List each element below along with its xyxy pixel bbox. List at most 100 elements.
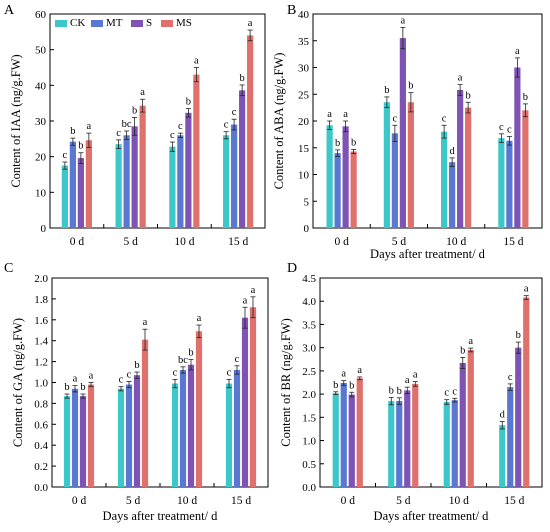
- x-tick-label-d: 10 d: [449, 495, 469, 507]
- significance-letter-a: a: [87, 121, 92, 132]
- x-tick-label-b: 15 d: [503, 236, 523, 248]
- panel-label-a: A: [4, 3, 15, 18]
- significance-letter-a: b: [78, 141, 83, 152]
- x-tick-label-c: 5 d: [126, 495, 141, 507]
- significance-letter-b: b: [384, 85, 389, 96]
- bar-a-mt: [123, 135, 130, 228]
- significance-letter-d: c: [444, 388, 449, 399]
- panel-label-c: C: [4, 261, 13, 276]
- x-tick-label-a: 15 d: [228, 236, 248, 248]
- panel-label-b: B: [287, 3, 296, 18]
- significance-letter-c: c: [119, 375, 124, 386]
- y-tick-label-a: 20: [35, 152, 47, 164]
- x-axis-title-c: Days after treatment/ d: [103, 509, 219, 523]
- bar-b-ck: [383, 102, 390, 228]
- bar-a-ms: [85, 140, 92, 228]
- bar-d-ck: [388, 401, 395, 487]
- bar-d-mt: [507, 387, 514, 487]
- significance-letter-d: a: [341, 369, 346, 380]
- y-tick-label-c: 1.6: [34, 315, 48, 327]
- legend-swatch-s: [131, 20, 143, 27]
- significance-letter-c: b: [134, 360, 139, 371]
- legend-swatch-ck: [55, 20, 67, 27]
- significance-letter-a: c: [224, 120, 229, 131]
- y-tick-label-a: 60: [35, 9, 47, 21]
- y-tick-label-d: 2.0: [302, 389, 316, 401]
- significance-letter-b: b: [335, 138, 340, 149]
- bar-a-s: [77, 158, 84, 228]
- y-tick-label-c: 2.0: [34, 273, 48, 285]
- significance-letter-a: a: [248, 18, 253, 29]
- y-tick-label-c: 0.8: [34, 398, 48, 410]
- x-tick-label-d: 0 d: [341, 495, 356, 507]
- x-tick-label-d: 5 d: [396, 495, 411, 507]
- significance-letter-d: a: [413, 370, 418, 381]
- x-tick-label-c: 10 d: [177, 495, 197, 507]
- y-tick-label-d: 1.5: [302, 412, 316, 424]
- significance-letter-d: a: [357, 365, 362, 376]
- bar-a-s: [239, 90, 246, 229]
- significance-letter-b: c: [393, 113, 398, 124]
- y-axis-title-b: Content of ABA (ng/g.FW): [272, 53, 286, 190]
- y-tick-label-a: 0: [41, 223, 47, 235]
- y-tick-label-b: 25: [298, 89, 310, 101]
- y-tick-label-b: 5: [304, 196, 310, 208]
- y-tick-label-b: 30: [298, 63, 310, 75]
- significance-letter-c: a: [73, 374, 78, 385]
- significance-letter-d: b: [349, 380, 354, 391]
- bar-c-ck: [225, 383, 233, 487]
- significance-letter-d: b: [516, 330, 521, 341]
- bar-d-ck: [332, 393, 339, 487]
- bar-d-mt: [396, 401, 403, 487]
- legend-label-s: S: [146, 17, 152, 29]
- y-tick-label-c: 0.4: [34, 440, 48, 452]
- bar-d-s: [348, 394, 355, 487]
- bar-b-mt: [449, 162, 456, 228]
- bar-b-ms: [465, 107, 472, 228]
- significance-letter-a: b: [240, 73, 245, 84]
- bar-d-ck: [499, 425, 506, 487]
- significance-letter-c: c: [227, 367, 232, 378]
- bar-b-ms: [522, 110, 529, 228]
- significance-letter-d: d: [500, 410, 506, 421]
- y-tick-label-d: 4.5: [302, 273, 316, 285]
- significance-letter-b: a: [458, 73, 463, 84]
- significance-letter-a: bc: [122, 119, 132, 130]
- x-tick-label-d: 15 d: [504, 495, 524, 507]
- x-axis-title-d: Days after treatment/ d: [374, 509, 490, 523]
- y-tick-label-a: 10: [35, 187, 47, 199]
- bar-b-s: [457, 89, 464, 228]
- bar-d-mt: [451, 400, 458, 487]
- significance-letter-a: c: [116, 128, 121, 139]
- y-tick-label-a: 40: [35, 80, 47, 92]
- bar-b-mt: [391, 133, 398, 228]
- significance-letter-d: b: [389, 385, 394, 396]
- significance-letter-a: a: [194, 56, 199, 67]
- bar-a-mt: [177, 135, 184, 228]
- bar-d-s: [459, 362, 466, 487]
- x-tick-label-a: 0 d: [70, 236, 85, 248]
- bar-c-s: [187, 364, 195, 487]
- legend-swatch-ms: [161, 20, 173, 27]
- significance-letter-d: a: [405, 375, 410, 386]
- bar-c-ms: [195, 331, 203, 487]
- significance-letter-b: a: [515, 46, 520, 57]
- y-tick-label-c: 0.2: [34, 461, 48, 473]
- significance-letter-b: b: [408, 81, 413, 92]
- bar-a-ms: [247, 35, 254, 229]
- bar-c-mt: [179, 369, 187, 487]
- bar-c-ms: [249, 307, 257, 487]
- significance-letter-d: a: [468, 336, 473, 347]
- bar-c-s: [241, 317, 249, 487]
- y-tick-label-c: 0.6: [34, 419, 48, 431]
- y-tick-label-d: 4.0: [302, 296, 316, 308]
- y-tick-label-d: 1.0: [302, 436, 316, 448]
- significance-letter-b: b: [351, 137, 356, 148]
- bar-b-s: [514, 67, 521, 228]
- y-tick-label-c: 1.2: [34, 357, 48, 369]
- x-tick-label-b: 10 d: [446, 236, 466, 248]
- bar-c-ms: [141, 339, 149, 487]
- y-axis-title-d: Content of BR (ng/g.FW): [279, 318, 293, 446]
- x-tick-label-a: 5 d: [123, 236, 138, 248]
- significance-letter-c: a: [251, 285, 256, 296]
